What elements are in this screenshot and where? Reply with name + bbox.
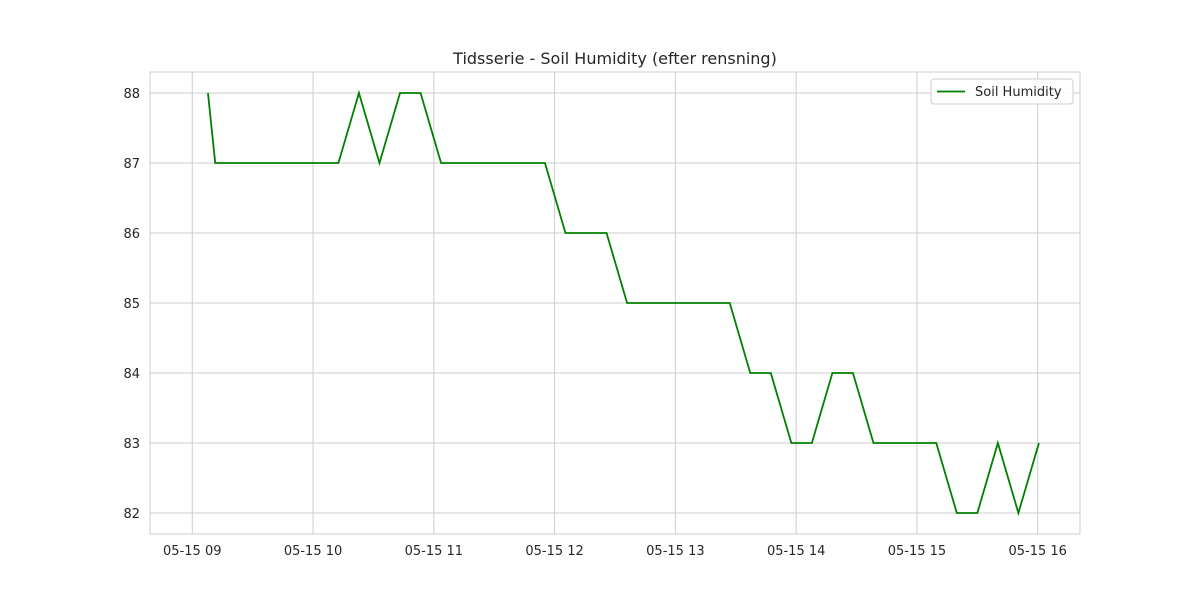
y-tick-label: 87: [123, 157, 140, 172]
legend-box: [930, 78, 1074, 105]
y-tick-label: 84: [123, 367, 140, 382]
y-axis-ticks: 82 83 84 85 86 87 88: [123, 87, 140, 522]
x-tick-label: 05-15 15: [888, 544, 946, 559]
y-tick-label: 82: [123, 507, 140, 522]
grid-lines: [150, 72, 1080, 534]
series-layer: [207, 89, 1040, 517]
y-tick-label: 85: [123, 297, 140, 312]
x-tick-label: 05-15 10: [284, 544, 342, 559]
y-tick-label: 83: [123, 437, 140, 452]
x-tick-label: 05-15 13: [646, 544, 704, 559]
x-tick-label: 05-15 16: [1009, 544, 1067, 559]
x-tick-label: 05-15 09: [163, 544, 221, 559]
y-tick-label: 86: [123, 227, 140, 242]
legend: Soil Humidity: [930, 78, 1074, 105]
series-line-soil-humidity: [207, 89, 1040, 517]
x-axis-ticks: 05-15 09 05-15 10 05-15 11 05-15 12 05-15 13…: [163, 544, 1067, 559]
x-tick-label: 05-15 14: [767, 544, 825, 559]
x-tick-label: 05-15 11: [405, 544, 463, 559]
legend-label: Soil Humidity: [975, 85, 1062, 100]
chart-title: Tidsserie - Soil Humidity (efter rensnin…: [452, 49, 777, 68]
y-tick-label: 88: [123, 87, 140, 102]
plot-frame: [149, 71, 1081, 535]
x-tick-label: 05-15 12: [525, 544, 583, 559]
